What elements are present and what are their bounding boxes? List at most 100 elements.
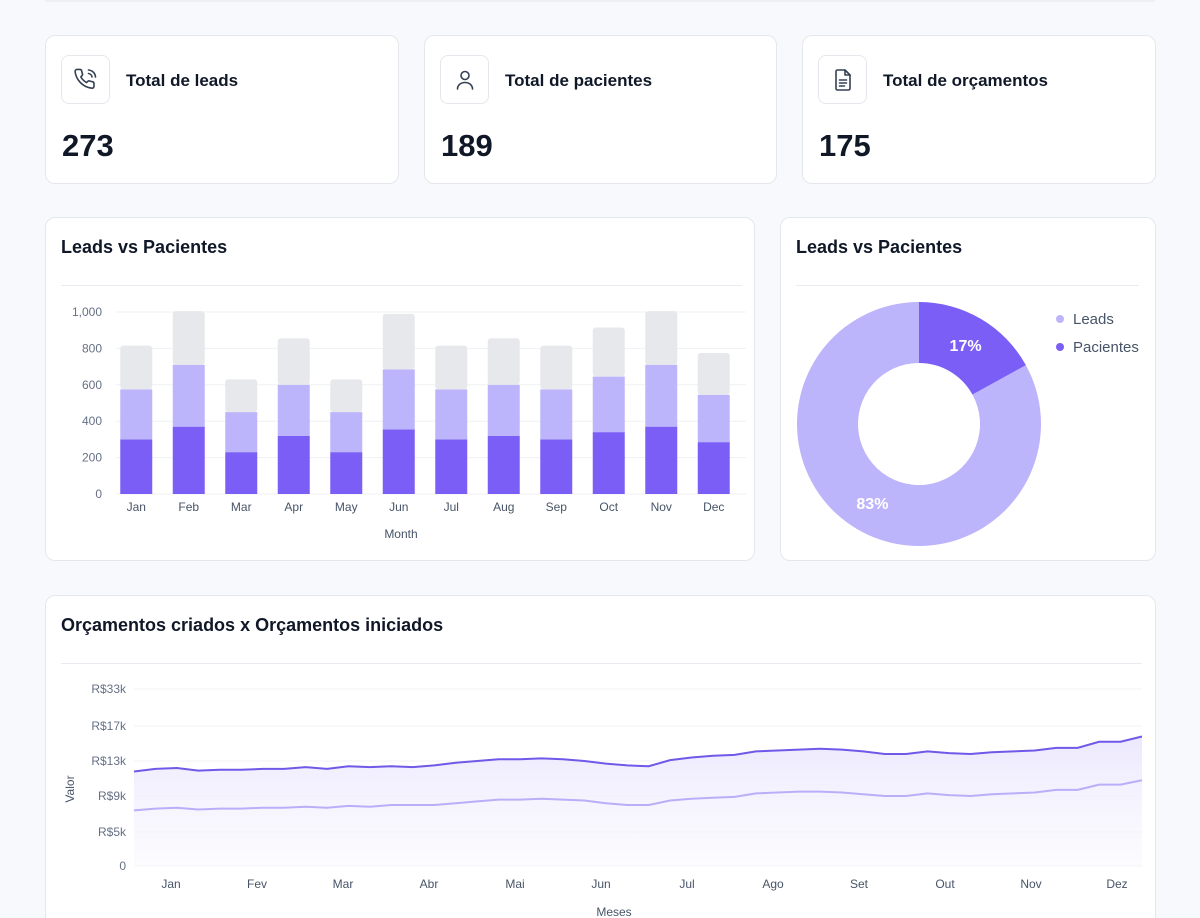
area-fill	[134, 736, 1142, 866]
y-tick-label: 0	[95, 487, 102, 501]
user-icon	[440, 55, 489, 104]
x-tick-label: Feb	[178, 500, 199, 514]
x-tick-label: Aug	[493, 500, 514, 514]
donut-slice-label: 83%	[856, 496, 888, 513]
bar-remaining	[592, 327, 625, 377]
bar-patients	[225, 452, 258, 494]
x-tick-label: Out	[935, 877, 955, 891]
x-tick-label: Mar	[231, 500, 252, 514]
y-tick-label: 200	[82, 451, 102, 465]
card-title: Orçamentos criados x Orçamentos iniciado…	[61, 615, 444, 635]
line-orcamentos-criados	[133, 735, 1143, 773]
bar-remaining	[225, 379, 258, 413]
y-axis-title: Valor	[63, 775, 77, 802]
bar-patients	[592, 432, 625, 494]
bar-patients	[172, 426, 205, 494]
bar-leads	[592, 376, 625, 433]
legend-item-pacientes[interactable]: Pacientes	[1056, 333, 1139, 361]
x-tick-label: Jul	[444, 500, 459, 514]
bar-remaining	[277, 338, 310, 385]
legend-swatch-pacientes	[1056, 343, 1064, 351]
y-tick-label: R$17k	[91, 719, 127, 733]
stat-card-leads: Total de leads 273	[45, 35, 399, 184]
bar-patients	[487, 435, 520, 494]
stat-value: 273	[62, 128, 114, 163]
x-tick-label: Apr	[284, 500, 303, 514]
x-tick-label: Abr	[420, 877, 439, 891]
bar-leads	[120, 389, 153, 440]
bar-leads	[172, 364, 205, 427]
legend-label: Pacientes	[1073, 338, 1139, 356]
stat-label: Total de leads	[126, 71, 239, 90]
legend-swatch-leads	[1056, 315, 1064, 323]
line-orcamentos-iniciados	[133, 779, 1143, 812]
bar-leads	[645, 364, 678, 427]
x-tick-label: Mai	[505, 877, 524, 891]
x-tick-label: Sep	[546, 500, 568, 514]
x-axis-title: Meses	[596, 905, 631, 918]
bar-patients	[645, 426, 678, 494]
bar-leads	[277, 384, 310, 436]
bar-leads	[487, 384, 520, 436]
bar-leads	[697, 394, 730, 443]
bar-leads	[435, 389, 468, 440]
donut-slice-leads	[797, 302, 1041, 546]
bar-leads	[540, 389, 573, 440]
donut-chart: 17% 83%	[797, 302, 1041, 546]
bar-patients	[120, 439, 153, 494]
bar-remaining	[697, 352, 730, 395]
donut-chart-card: Leads vs Pacientes 17% 83% Leads Paciente…	[780, 217, 1156, 561]
x-tick-label: Mar	[333, 877, 354, 891]
bar-patients	[697, 442, 730, 494]
legend-label: Leads	[1073, 310, 1114, 328]
x-tick-label: Jun	[591, 877, 610, 891]
x-tick-label: Jan	[127, 500, 146, 514]
y-tick-label: 1,000	[72, 305, 102, 319]
stat-card-orcamentos: Total de orçamentos 175	[802, 35, 1156, 184]
y-tick-label: R$13k	[91, 754, 127, 768]
bar-remaining	[487, 338, 520, 385]
bar-remaining	[172, 311, 205, 365]
bar-patients	[540, 439, 573, 494]
bar-leads	[330, 412, 363, 453]
bar-remaining	[645, 311, 678, 365]
legend-item-leads[interactable]: Leads	[1056, 305, 1139, 333]
stat-label: Total de pacientes	[505, 71, 653, 90]
document-icon	[818, 55, 867, 104]
bar-leads	[382, 369, 415, 430]
bar-remaining	[330, 379, 363, 413]
y-tick-label: 600	[82, 378, 102, 392]
stat-value: 175	[819, 128, 871, 163]
x-tick-label: Dez	[1106, 877, 1127, 891]
bar-chart: 0 200 400 600 800 1,000 Jan Feb Mar Apr May Jun Jul A…	[72, 305, 746, 541]
card-title: Leads vs Pacientes	[796, 237, 963, 257]
x-tick-label: Jul	[679, 877, 694, 891]
phone-icon	[61, 55, 110, 104]
top-divider	[45, 0, 1155, 2]
card-divider	[796, 285, 1139, 286]
bar-remaining	[120, 345, 153, 390]
x-tick-label: Jan	[161, 877, 180, 891]
bar-chart-card: Leads vs Pacientes 0 200 400 600 800 1,000 Jan…	[45, 217, 755, 561]
bar-patients	[330, 452, 363, 494]
x-tick-label: Nov	[651, 500, 672, 514]
y-tick-label: 400	[82, 414, 102, 428]
bar-patients	[435, 439, 468, 494]
bar-leads	[225, 412, 258, 453]
stat-label: Total de orçamentos	[883, 71, 1048, 90]
bar-patients	[277, 435, 310, 494]
x-tick-label: Fev	[247, 877, 267, 891]
bar-remaining	[540, 345, 573, 390]
stat-card-pacientes: Total de pacientes 189	[424, 35, 777, 184]
stat-value: 189	[441, 128, 493, 163]
line-chart: 0 R$5k R$9k R$13k R$17k R$33k Jan Fev Mar Abr Mai J…	[63, 682, 1143, 918]
card-title: Leads vs Pacientes	[61, 237, 228, 257]
donut-slice-label: 17%	[950, 338, 982, 355]
y-tick-label: 800	[82, 341, 102, 355]
y-tick-label: R$33k	[91, 682, 127, 696]
x-tick-label: Jun	[389, 500, 408, 514]
x-tick-label: Oct	[599, 500, 618, 514]
bar-patients	[382, 429, 415, 494]
x-tick-label: Ago	[762, 877, 784, 891]
card-divider	[61, 663, 1142, 664]
